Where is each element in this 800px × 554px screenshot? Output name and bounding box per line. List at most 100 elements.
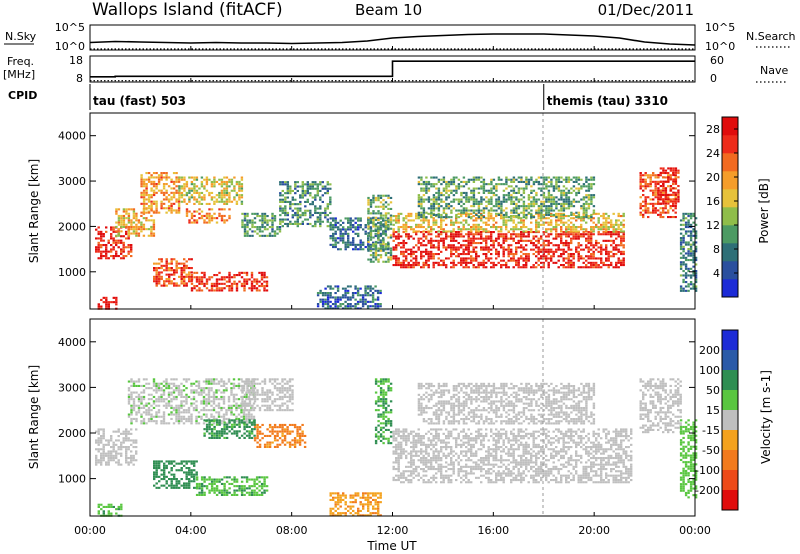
range-gate-cell — [480, 242, 483, 245]
range-gate-cell — [530, 228, 533, 231]
power-ylabel: Slant Range [km] — [27, 159, 41, 263]
range-gate-cell — [617, 233, 620, 236]
range-gate-cell — [145, 189, 148, 192]
range-gate-cell — [510, 215, 513, 218]
range-gate-cell — [432, 213, 436, 216]
range-gate-cell — [296, 218, 299, 221]
range-gate-cell — [339, 305, 342, 308]
range-gate-cell — [377, 221, 380, 224]
range-gate-cell — [535, 235, 538, 238]
range-gate-cell — [245, 278, 249, 281]
range-gate-cell — [379, 234, 383, 237]
range-gate-cell — [500, 230, 503, 233]
range-gate-cell — [319, 222, 322, 225]
range-gate-cell — [405, 226, 408, 229]
range-gate-cell — [155, 176, 158, 179]
range-gate-cell — [233, 185, 236, 188]
range-gate-cell — [457, 209, 461, 212]
range-gate-cell — [472, 223, 475, 226]
range-gate-cell — [324, 298, 327, 301]
range-gate-cell — [522, 223, 525, 226]
range-gate-cell — [460, 261, 463, 264]
range-gate-cell — [542, 202, 546, 205]
range-gate-cell — [105, 439, 108, 442]
range-gate-cell — [185, 395, 188, 398]
range-gate-cell — [155, 413, 158, 416]
range-gate-cell — [435, 239, 438, 242]
range-gate-cell — [492, 264, 495, 267]
range-gate-cell — [620, 221, 623, 224]
range-gate-cell — [679, 219, 683, 222]
range-gate-cell — [480, 261, 483, 264]
range-gate-cell — [684, 289, 688, 292]
range-gate-cell — [167, 194, 171, 197]
range-gate-cell — [550, 215, 553, 218]
range-gate-cell — [457, 253, 460, 256]
range-gate-cell — [120, 221, 123, 224]
range-gate-cell — [592, 176, 596, 179]
range-gate-cell — [505, 266, 508, 269]
range-gate-cell — [450, 200, 453, 203]
range-gate-cell — [587, 255, 590, 258]
range-gate-cell — [445, 230, 448, 233]
range-gate-cell — [570, 205, 573, 208]
range-gate-cell — [425, 253, 428, 256]
range-gate-cell — [342, 221, 345, 224]
range-gate-cell — [617, 259, 620, 262]
range-gate-cell — [105, 244, 108, 247]
range-gate-cell — [552, 198, 556, 201]
range-gate-cell — [425, 219, 428, 222]
range-gate-cell — [397, 217, 400, 220]
range-gate-cell — [238, 274, 241, 277]
range-gate-cell — [669, 207, 672, 210]
range-gate-cell — [607, 228, 610, 231]
range-gate-cell — [210, 208, 214, 211]
range-gate-cell — [510, 250, 513, 253]
range-gate-cell — [102, 443, 105, 446]
range-gate-cell — [379, 212, 383, 215]
range-gate-cell — [130, 225, 133, 228]
range-gate-cell — [167, 207, 171, 210]
range-gate-cell — [492, 194, 496, 197]
range-gate-cell — [582, 261, 585, 264]
range-gate-cell — [127, 225, 131, 228]
range-gate-cell — [374, 256, 378, 259]
range-gate-cell — [369, 226, 372, 229]
range-gate-cell — [127, 234, 131, 237]
range-gate-cell — [225, 198, 229, 201]
range-gate-cell — [639, 205, 642, 208]
range-gate-cell — [535, 178, 538, 181]
range-gate-cell — [694, 278, 698, 281]
range-gate-cell — [337, 228, 340, 231]
range-gate-cell — [185, 185, 189, 188]
range-gate-cell — [684, 274, 688, 277]
range-gate-cell — [198, 278, 201, 281]
range-gate-cell — [572, 228, 575, 231]
range-gate-cell — [177, 200, 181, 203]
range-gate-cell — [377, 232, 380, 235]
range-gate-cell — [520, 194, 523, 197]
range-gate-cell — [314, 194, 317, 197]
range-gate-cell — [130, 393, 133, 396]
range-gate-cell — [193, 191, 196, 194]
range-gate-cell — [542, 209, 546, 212]
range-gate-cell — [374, 216, 378, 219]
range-gate-cell — [480, 180, 483, 183]
range-gate-cell — [120, 239, 123, 242]
range-gate-cell — [163, 284, 166, 287]
range-gate-cell — [117, 435, 120, 438]
range-gate-cell — [470, 261, 473, 264]
nsearch-tick-bottom: 10^0 — [705, 40, 735, 53]
range-gate-cell — [142, 398, 146, 401]
range-gate-cell — [694, 217, 698, 220]
range-gate-cell — [372, 245, 375, 248]
range-gate-cell — [392, 223, 395, 226]
range-gate-cell — [500, 202, 503, 205]
range-gate-cell — [321, 194, 324, 197]
range-gate-cell — [647, 216, 650, 219]
range-gate-cell — [344, 248, 347, 251]
range-gate-cell — [150, 413, 153, 416]
range-gate-cell — [540, 207, 543, 210]
range-gate-cell — [384, 223, 388, 226]
range-gate-cell — [482, 253, 485, 256]
